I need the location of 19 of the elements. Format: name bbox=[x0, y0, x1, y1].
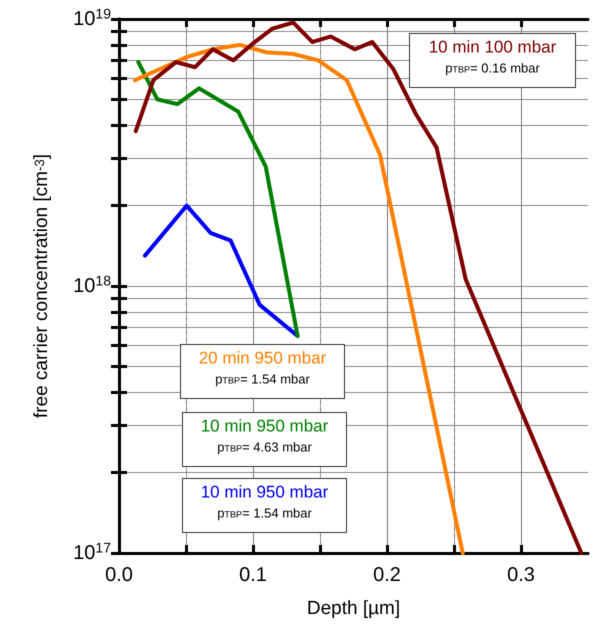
x-axis-title: Depth [µm] bbox=[306, 598, 400, 619]
annotation: pTBP= 1.54 mbar bbox=[215, 372, 310, 386]
x-tick-label: 0.2 bbox=[373, 564, 401, 586]
annotation: pTBP= 4.63 mbar bbox=[217, 440, 312, 454]
y-tick-label: 10$^{18}$ bbox=[73, 272, 111, 297]
x-tick-label: 0.0 bbox=[105, 564, 133, 586]
annotation: pTBP= 1.54 mbar bbox=[217, 506, 312, 520]
annotation: pTBP= 0.16 mbar bbox=[445, 60, 540, 76]
x-tick-label: 0.3 bbox=[507, 564, 535, 586]
x-tick-label: 0.1 bbox=[239, 564, 267, 586]
line-series bbox=[136, 60, 300, 338]
text: 10 min 950 mbar bbox=[200, 482, 329, 502]
y-tick-label: 10$^{19}$ bbox=[73, 6, 111, 30]
y-axis-title: free carrier concentration [cm-3] bbox=[31, 154, 52, 418]
text: 10 min 950 mbar bbox=[200, 416, 329, 436]
text: 20 min 950 mbar bbox=[198, 348, 327, 368]
y-tick-label: 10$^{17}$ bbox=[73, 540, 111, 564]
text: 10 min 100 mbar bbox=[428, 38, 557, 56]
line-series bbox=[134, 20, 584, 555]
